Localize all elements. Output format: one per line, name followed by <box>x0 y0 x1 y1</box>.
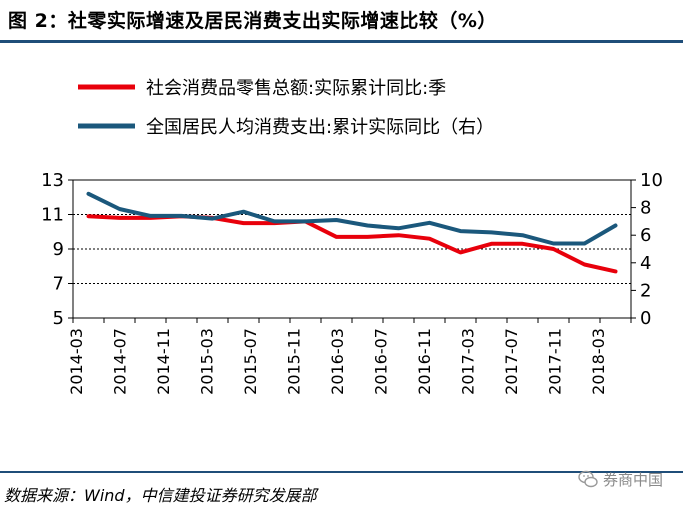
left-tick-label: 7 <box>53 274 64 295</box>
x-tick-label: 2017-03 <box>459 328 478 395</box>
right-tick-label: 4 <box>640 253 651 274</box>
left-tick-label: 13 <box>41 170 64 191</box>
chart-title: 图 2：社零实际增速及居民消费支出实际增速比较（%） <box>8 10 497 32</box>
wechat-icon <box>578 470 598 488</box>
right-tick-label: 8 <box>640 198 651 219</box>
x-tick-label: 2018-03 <box>589 328 608 395</box>
x-tick-label: 2014-03 <box>67 328 86 395</box>
footer-divider <box>0 471 683 473</box>
source-note: 数据来源：Wind，中信建投证券研究发展部 <box>4 486 317 505</box>
x-tick-label: 2015-07 <box>241 328 260 395</box>
x-tick-label: 2015-11 <box>285 328 304 395</box>
x-tick-label: 2017-11 <box>546 328 565 395</box>
left-tick-label: 9 <box>53 239 64 260</box>
watermark: 券商中国 <box>577 468 663 490</box>
series-line-consumption <box>86 191 618 246</box>
right-tick-label: 6 <box>640 225 651 246</box>
line-chart: 5 7 9 11 13 0 2 4 6 8 10 2014-03 2014-07 2014-11 2015-… <box>41 78 663 395</box>
legend-label: 全国居民人均消费支出:累计实际同比（右） <box>146 117 494 138</box>
x-tick-label: 2017-07 <box>502 328 521 395</box>
right-tick-label: 0 <box>640 308 651 329</box>
legend-label: 社会消费品零售总额:实际累计同比:季 <box>146 78 446 99</box>
left-tick-label: 5 <box>53 308 64 329</box>
left-tick-label: 11 <box>41 205 64 226</box>
right-tick-label: 10 <box>640 170 663 191</box>
x-tick-label: 2015-03 <box>198 328 217 395</box>
x-tick-label: 2014-07 <box>111 328 130 395</box>
x-tick-label: 2016-03 <box>328 328 347 395</box>
watermark-text: 券商中国 <box>602 470 663 489</box>
x-tick-label: 2016-07 <box>372 328 391 395</box>
right-tick-label: 2 <box>640 280 651 301</box>
x-tick-label: 2014-11 <box>154 328 173 395</box>
title-divider <box>0 40 683 43</box>
x-tick-label: 2016-11 <box>415 328 434 395</box>
